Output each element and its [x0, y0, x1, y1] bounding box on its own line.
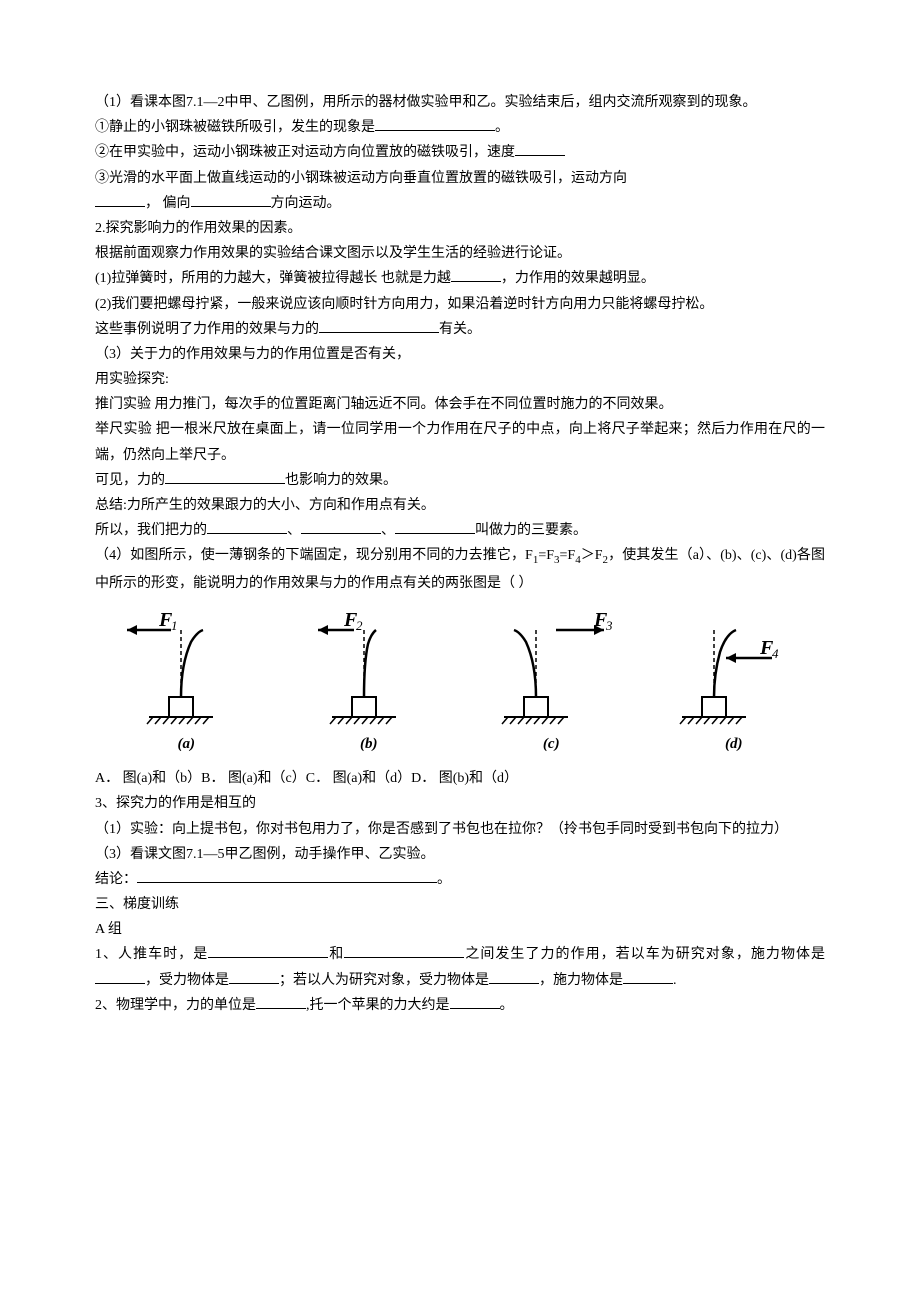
blank-field[interactable] [207, 533, 287, 534]
item-2-3: （3）关于力的作用效果与力的作用位置是否有关， [95, 342, 825, 367]
force-sub-c: 3 [605, 618, 613, 633]
text: ②在甲实验中，运动小钢珠被正对运动方向位置放的磁铁吸引，速度 [95, 145, 515, 160]
text: ，力作用的效果越明显。 [501, 271, 655, 286]
text: 、 [381, 523, 395, 538]
blank-field[interactable] [451, 281, 501, 282]
text: ，受力物体是 [145, 973, 229, 988]
diagram-b-label: (b) [360, 731, 378, 758]
diagram-d: F 4 (d) [659, 612, 809, 758]
text: 。 [437, 872, 451, 887]
item-2-2-conclusion: 这些事例说明了力作用的效果与力的 有关。 [95, 317, 825, 342]
text: ， 偏向 [145, 196, 191, 211]
blank-field[interactable] [165, 483, 285, 484]
question-4: （4）如图所示，使一薄钢条的下端固定，现分别用不同的力去推它，F1=F3=F4＞… [95, 543, 825, 596]
force-sub-b: 2 [356, 618, 363, 633]
text: ,托一个苹果的力大约是 [306, 998, 450, 1013]
summary: 总结:力所产生的效果跟力的大小、方向和作用点有关。 [95, 493, 825, 518]
blank-field[interactable] [301, 533, 381, 534]
text: 结论： [95, 872, 137, 887]
blank-field[interactable] [395, 533, 475, 534]
conclusion-line: 结论： 。 [95, 867, 825, 892]
force-sub-a: 1 [171, 618, 178, 633]
text: ③光滑的水平面上做直线运动的小钢珠被运动方向垂直位置放置的磁铁吸引，运动方向 [95, 171, 627, 186]
text: ＞F [581, 548, 603, 563]
blank-field[interactable] [137, 882, 437, 883]
text: 这些事例说明了力作用的效果与力的 [95, 322, 319, 337]
question-1: ①静止的小钢珠被磁铁所吸引，发生的现象是 。 [95, 115, 825, 140]
text: 方向运动。 [271, 196, 341, 211]
item-2-1: (1)拉弹簧时，所用的力越大，弹簧被拉得越长 也就是力越 ，力作用的效果越明显。 [95, 266, 825, 291]
blank-field[interactable] [256, 1008, 306, 1009]
text: 2、物理学中，力的单位是 [95, 998, 256, 1013]
text: 、 [287, 523, 301, 538]
diagrams-container: F 1 (a) F 2 [95, 612, 825, 758]
instruction-1: （1）看课本图7.1—2中甲、乙图例，用所示的器材做实验甲和乙。实验结束后，组内… [95, 90, 825, 115]
text: . [673, 973, 677, 988]
text: 有关。 [439, 322, 481, 337]
group-a: A 组 [95, 917, 825, 942]
blank-field[interactable] [95, 206, 145, 207]
blank-field[interactable] [191, 206, 271, 207]
text: 之间发生了力的作用，若以车为研究对象，施力物体是 [464, 947, 825, 962]
item-2-2: (2)我们要把螺母拧紧，一般来说应该向顺时针方向用力，如果沿着逆时针方向用力只能… [95, 292, 825, 317]
experiment-door: 推门实验 用力推门，每次手的位置距离门轴远近不同。体会手在不同位置时施力的不同效… [95, 392, 825, 417]
blank-field[interactable] [450, 1008, 500, 1009]
text: 1、人推车时，是 [95, 947, 208, 962]
training-q2: 2、物理学中，力的单位是 ,托一个苹果的力大约是 。 [95, 993, 825, 1018]
blank-field[interactable] [623, 983, 673, 984]
training-q1: 1、人推车时，是 和 之间发生了力的作用，若以车为研究对象，施力物体是 ，受力物体是 ；… [95, 942, 825, 992]
options-line[interactable]: A． 图(a)和（b）B． 图(a)和（c）C． 图(a)和（d）D． 图(b)… [95, 766, 825, 791]
experiment-3-1: （1）实验：向上提书包，你对书包用力了，你是否感到了书包也在拉你？（拎书包手同时… [95, 817, 825, 842]
diagram-b-svg: F 2 [304, 612, 434, 727]
question-2: ②在甲实验中，运动小钢珠被正对运动方向位置放的磁铁吸引，速度 [95, 140, 825, 165]
diagram-a-label: (a) [178, 731, 196, 758]
blank-field[interactable] [319, 332, 439, 333]
experiment-intro: 用实验探究: [95, 367, 825, 392]
diagram-d-label: (d) [725, 731, 743, 758]
text: 可见，力的 [95, 473, 165, 488]
text: （4）如图所示，使一薄钢条的下端固定，现分别用不同的力去推它，F [95, 548, 533, 563]
blank-field[interactable] [95, 983, 145, 984]
training-heading: 三、梯度训练 [95, 892, 825, 917]
diagram-c-svg: F 3 [476, 612, 626, 727]
text: ①静止的小钢珠被磁铁所吸引，发生的现象是 [95, 120, 375, 135]
text: (1)拉弹簧时，所用的力越大，弹簧被拉得越长 也就是力越 [95, 271, 451, 286]
diagram-c-label: (c) [543, 731, 560, 758]
text: ，施力物体是 [539, 973, 623, 988]
diagram-b: F 2 (b) [294, 612, 444, 758]
section-2-desc: 根据前面观察力作用效果的实验结合课文图示以及学生生活的经验进行论证。 [95, 241, 825, 266]
text: 也影响力的效果。 [285, 473, 397, 488]
experiment-ruler: 举尺实验 把一根米尺放在桌面上，请一位同学用一个力作用在尺子的中点，向上将尺子举… [95, 417, 825, 467]
blank-field[interactable] [344, 957, 464, 958]
blank-field[interactable] [229, 983, 279, 984]
text: =F [538, 548, 554, 563]
text: 叫做力的三要素。 [475, 523, 587, 538]
blank-field[interactable] [208, 957, 328, 958]
experiment-3-3: （3）看课文图7.1—5甲乙图例，动手操作甲、乙实验。 [95, 842, 825, 867]
conclusion-visible: 可见，力的 也影响力的效果。 [95, 468, 825, 493]
text: 。 [500, 998, 514, 1013]
section-2: 2.探究影响力的作用效果的因素。 [95, 216, 825, 241]
text: 和 [328, 947, 344, 962]
diagram-a-svg: F 1 [121, 612, 251, 727]
diagram-a: F 1 (a) [111, 612, 261, 758]
blank-field[interactable] [375, 130, 495, 131]
text: 所以，我们把力的 [95, 523, 207, 538]
blank-field[interactable] [515, 155, 565, 156]
blank-field[interactable] [489, 983, 539, 984]
force-sub-d: 4 [772, 646, 779, 661]
three-elements: 所以，我们把力的 、 、 叫做力的三要素。 [95, 518, 825, 543]
question-3: ③光滑的水平面上做直线运动的小钢珠被运动方向垂直位置放置的磁铁吸引，运动方向 ，… [95, 166, 825, 216]
diagram-c: F 3 (c) [476, 612, 626, 758]
section-3: 3、探究力的作用是相互的 [95, 791, 825, 816]
text: 。 [495, 120, 509, 135]
text: ；若以人为研究对象，受力物体是 [279, 973, 489, 988]
text: =F [560, 548, 576, 563]
diagram-d-svg: F 4 [664, 612, 804, 727]
